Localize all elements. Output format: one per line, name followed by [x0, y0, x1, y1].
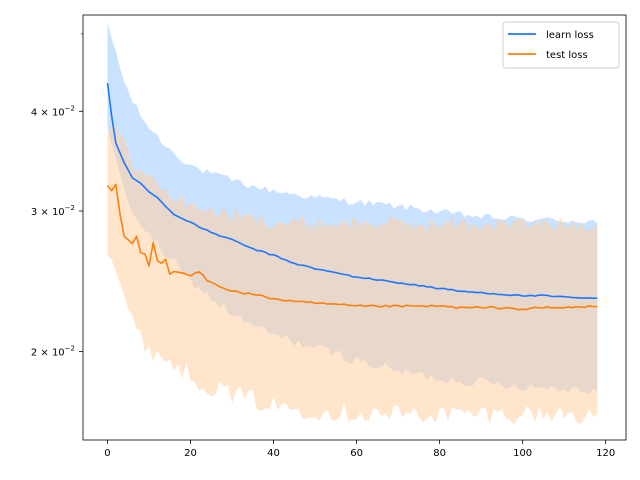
x-tick-label: 0: [104, 448, 110, 459]
plot-frame: [82, 14, 627, 441]
y-tick-label: 2 × 10−2: [31, 345, 75, 359]
x-axis: 0 20 40 60 80 100 120: [104, 440, 615, 459]
legend-label-learn-loss: learn loss: [546, 30, 594, 41]
x-tick-label: 40: [267, 448, 280, 459]
y-tick-label: 4 × 10−2: [31, 104, 75, 118]
x-tick-label: 100: [513, 448, 532, 459]
series-lines: [106, 82, 598, 311]
x-tick-label: 60: [350, 448, 363, 459]
band-test-loss: [107, 124, 598, 425]
legend: learn loss test loss: [502, 21, 620, 69]
x-tick-label: 20: [184, 448, 197, 459]
line-learn-loss: [106, 82, 598, 300]
line-test-loss: [106, 183, 598, 311]
confidence-bands: [107, 22, 598, 425]
y-tick-label: 3 × 10−2: [31, 204, 75, 218]
x-tick-label: 80: [433, 448, 446, 459]
legend-box: [502, 21, 620, 69]
y-axis: 2 × 10−2 3 × 10−2 4 × 10−2: [31, 33, 83, 359]
legend-label-test-loss: test loss: [546, 50, 588, 61]
x-tick-label: 120: [596, 448, 615, 459]
